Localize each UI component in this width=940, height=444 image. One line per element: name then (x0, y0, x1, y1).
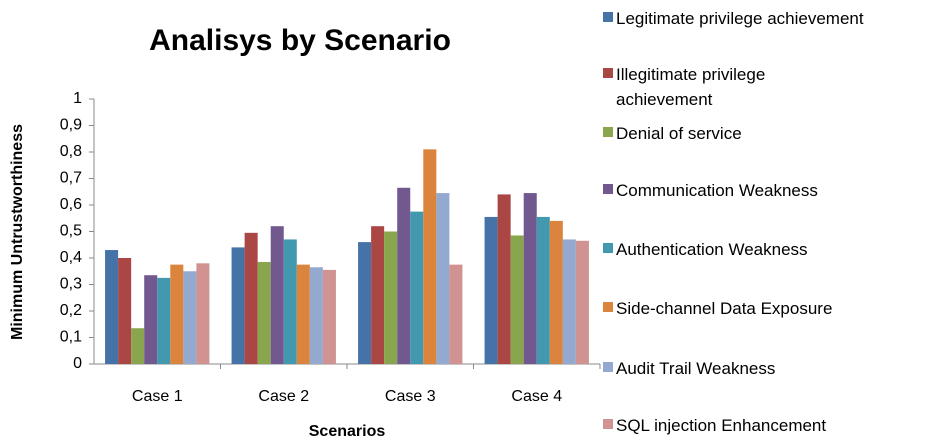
bar (384, 231, 398, 364)
y-tick-label: 0,5 (60, 223, 82, 240)
y-tick-label: 0,4 (60, 249, 82, 266)
bar (231, 247, 245, 364)
bar (575, 240, 589, 364)
bar (309, 267, 323, 364)
y-tick-label: 1 (73, 90, 82, 107)
bar (410, 211, 424, 364)
bar (196, 263, 210, 364)
bar (371, 226, 385, 364)
bar (296, 264, 310, 364)
bar (523, 193, 537, 364)
x-axis-label: Scenarios (309, 423, 386, 440)
legend-label: Denial of service (616, 124, 742, 143)
legend-label: Audit Trail Weakness (616, 359, 776, 378)
bar (170, 264, 184, 364)
legend-swatch (603, 302, 613, 312)
y-axis-label: Minimum Untrustworthiness (9, 124, 26, 340)
y-tick-label: 0 (73, 355, 82, 372)
bar (562, 239, 576, 364)
bar (497, 194, 511, 364)
legend-swatch (603, 68, 613, 78)
legend-swatch (603, 127, 613, 137)
y-tick-label: 0,7 (60, 170, 82, 187)
bar (358, 242, 372, 364)
bar (536, 216, 550, 364)
bar (283, 239, 297, 364)
legend-label: Legitimate privilege achievement (616, 9, 864, 28)
bar (257, 261, 271, 364)
legend-swatch (603, 12, 613, 22)
bar (397, 187, 411, 364)
bar (131, 328, 145, 364)
legend-swatch (603, 243, 613, 253)
legend-swatch (603, 184, 613, 194)
bar (105, 250, 119, 364)
chart-title: Analisys by Scenario (149, 24, 451, 57)
bar (510, 235, 524, 364)
y-tick-label: 0,9 (60, 117, 82, 134)
legend-label: Authentication Weakness (616, 240, 808, 259)
y-tick-label: 0,2 (60, 302, 82, 319)
bar (144, 275, 158, 364)
legend-label: Communication Weakness (616, 181, 818, 200)
bar (270, 226, 284, 364)
bar (423, 149, 437, 364)
y-tick-label: 0,3 (60, 276, 82, 293)
bar (449, 264, 463, 364)
y-tick-label: 0,1 (60, 329, 82, 346)
bar (549, 220, 563, 364)
bar (244, 232, 258, 364)
x-tick-label: Case 4 (511, 388, 562, 405)
bar (157, 277, 171, 364)
legend-swatch (603, 419, 613, 429)
x-tick-label: Case 1 (132, 388, 183, 405)
y-tick-label: 0,8 (60, 143, 82, 160)
bar (322, 269, 336, 364)
legend-swatch (603, 362, 613, 372)
x-tick-label: Case 3 (385, 388, 436, 405)
bar (183, 271, 197, 364)
legend-label: Illegitimate privilege achievement (616, 65, 766, 109)
bar (436, 193, 450, 364)
bar (484, 216, 498, 364)
legend-label: SQL injection Enhancement (616, 416, 827, 435)
x-tick-label: Case 2 (258, 388, 309, 405)
bar (118, 258, 132, 364)
y-tick-label: 0,6 (60, 196, 82, 213)
legend-label: Side-channel Data Exposure (616, 299, 833, 318)
